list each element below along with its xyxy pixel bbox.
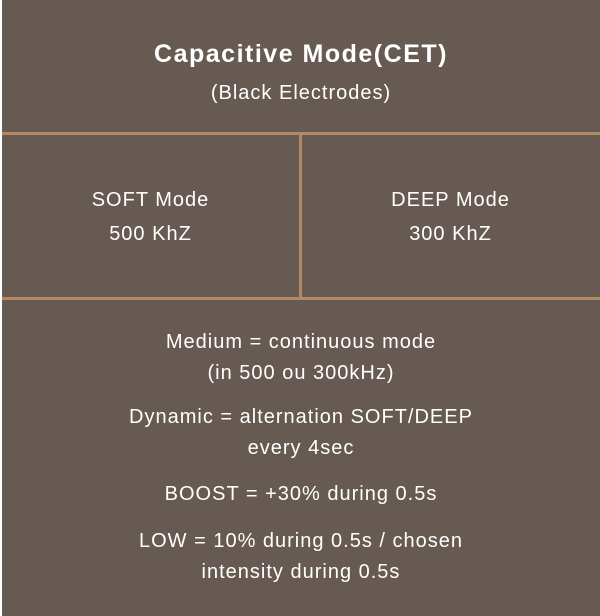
divider-bottom [2, 297, 600, 300]
dynamic-desc-line2: every 4sec [247, 437, 355, 459]
deep-mode-cell: DEEP Mode 300 KhZ [302, 135, 599, 300]
medium-desc-line2: (in 500 ou 300kHz) [207, 362, 395, 384]
subtitle: (Black Electrodes) [210, 82, 392, 104]
divider-top [2, 132, 600, 135]
dynamic-desc-line1: Dynamic = alternation SOFT/DEEP [129, 406, 473, 428]
title: Capacitive Mode(CET) [154, 40, 448, 68]
deep-mode-frequency: 300 KhZ [409, 223, 492, 245]
deep-mode-name: DEEP Mode [391, 189, 510, 211]
boost-desc: BOOST = +30% during 0.5s [164, 483, 438, 505]
soft-mode-frequency: 500 KhZ [109, 223, 192, 245]
divider-vertical [299, 135, 302, 300]
soft-mode-name: SOFT Mode [91, 189, 210, 211]
medium-desc-line1: Medium = continuous mode [165, 331, 437, 353]
low-desc-line1: LOW = 10% during 0.5s / chosen [138, 530, 464, 552]
low-desc-line2: intensity during 0.5s [201, 561, 401, 583]
soft-mode-cell: SOFT Mode 500 KhZ [2, 135, 299, 300]
